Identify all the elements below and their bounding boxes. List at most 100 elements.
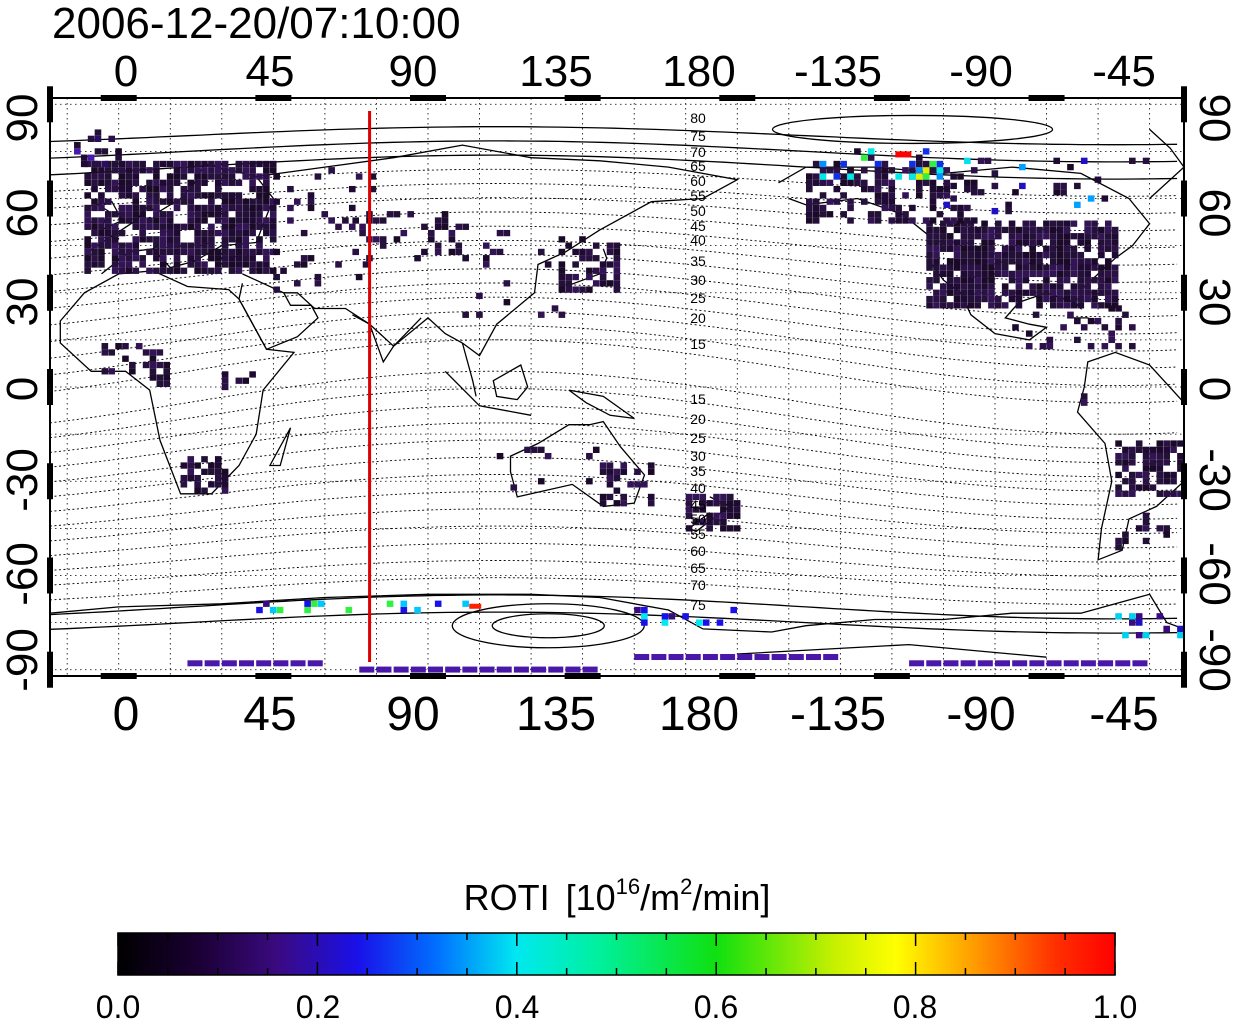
roti-cell [1104, 239, 1112, 246]
roti-cell [1111, 245, 1119, 252]
roti-cell [1115, 490, 1122, 497]
roti-cell [641, 613, 648, 620]
roti-cell [1036, 226, 1043, 234]
roti-cell [180, 223, 188, 230]
roti-cell [926, 251, 933, 259]
roti-cell [720, 512, 727, 519]
roti-cell [974, 245, 981, 252]
roti-cell [132, 223, 140, 230]
roti-cell [1122, 465, 1129, 472]
roti-cell [1098, 289, 1105, 296]
roti-cell [592, 242, 600, 249]
coastline-segment [568, 389, 635, 420]
roti-cell [651, 654, 667, 661]
roti-cell [98, 229, 105, 237]
roti-cell [926, 233, 933, 240]
roti-cell [970, 167, 978, 174]
roti-cell [125, 242, 133, 249]
roti-cell [713, 500, 720, 507]
roti-cell [1091, 302, 1098, 309]
roti-cell [118, 185, 126, 193]
roti-cell [1074, 182, 1081, 190]
roti-cell [221, 660, 237, 667]
roti-cell [579, 255, 586, 262]
roti-cell [104, 242, 112, 249]
roti-cell [819, 160, 827, 168]
roti-cell [940, 245, 947, 252]
roti-cell [946, 258, 954, 265]
roti-cell [1104, 277, 1112, 284]
roti-cell [421, 248, 428, 256]
roti-cell [135, 343, 143, 350]
roti-cell [269, 198, 277, 205]
roti-cell [139, 229, 146, 237]
roti-cell [1022, 258, 1030, 265]
roti-cell [214, 456, 222, 463]
roti-cell [249, 248, 256, 256]
contour-label: 20 [690, 411, 706, 427]
roti-cell [156, 349, 164, 356]
roti-cell [1077, 258, 1085, 265]
roti-cell [988, 233, 995, 240]
roti-cell [118, 242, 126, 249]
roti-cell [208, 223, 215, 230]
magnetic-contour [50, 439, 1178, 492]
roti-cell [180, 474, 188, 482]
roti-cell [263, 179, 270, 186]
roti-cell [1142, 459, 1150, 466]
roti-cell [373, 236, 380, 243]
roti-cell [428, 236, 435, 243]
roti-cell [926, 660, 942, 667]
roti-cell [1015, 295, 1023, 303]
roti-cell [1070, 302, 1078, 309]
roti-cell [967, 283, 975, 290]
coastline-segment [565, 248, 608, 288]
roti-cell [369, 185, 377, 193]
roti-cell [125, 267, 133, 274]
roti-cell [180, 242, 188, 249]
roti-cell [249, 185, 256, 193]
roti-cell [713, 518, 720, 526]
roti-cell [957, 204, 964, 212]
south-pole-contour-inner [491, 613, 605, 639]
roti-cell [111, 167, 119, 174]
roti-cell [558, 311, 566, 318]
roti-cell [1122, 537, 1129, 545]
roti-cell [307, 192, 315, 199]
roti-cell [685, 500, 693, 507]
roti-cell [586, 286, 593, 293]
roti-cell [922, 148, 930, 155]
roti-cell [1005, 207, 1012, 215]
roti-cell [915, 154, 923, 161]
roti-cell [201, 261, 208, 268]
roti-cell [1108, 330, 1115, 337]
roti-data-cells [74, 129, 1184, 673]
roti-cell [104, 160, 112, 168]
roti-cell [960, 233, 968, 240]
roti-cell [854, 173, 861, 180]
roti-cell [1177, 632, 1184, 639]
roti-cell [806, 185, 813, 193]
right-tick-mark [1181, 274, 1187, 311]
roti-cell [307, 255, 315, 262]
roti-cell [1091, 258, 1098, 265]
roti-cell [981, 251, 988, 259]
roti-cell [173, 204, 181, 212]
roti-cell [108, 368, 116, 375]
roti-cell [1022, 233, 1030, 240]
roti-cell [362, 261, 370, 268]
roti-cell [208, 211, 215, 218]
roti-cell [613, 487, 621, 494]
roti-cell [995, 264, 1002, 271]
roti-cell [149, 361, 157, 369]
roti-cell [812, 198, 820, 205]
roti-cell [101, 160, 109, 168]
roti-cell [895, 151, 912, 158]
right-latitude-axis: 90 60 30 0 -30 -60 -90 [1190, 94, 1239, 692]
roti-cell [1029, 289, 1036, 296]
roti-cell [1001, 270, 1009, 278]
roti-cell [895, 204, 902, 212]
roti-cell [586, 248, 593, 256]
roti-cell [926, 239, 933, 246]
roti-cell [613, 280, 621, 287]
